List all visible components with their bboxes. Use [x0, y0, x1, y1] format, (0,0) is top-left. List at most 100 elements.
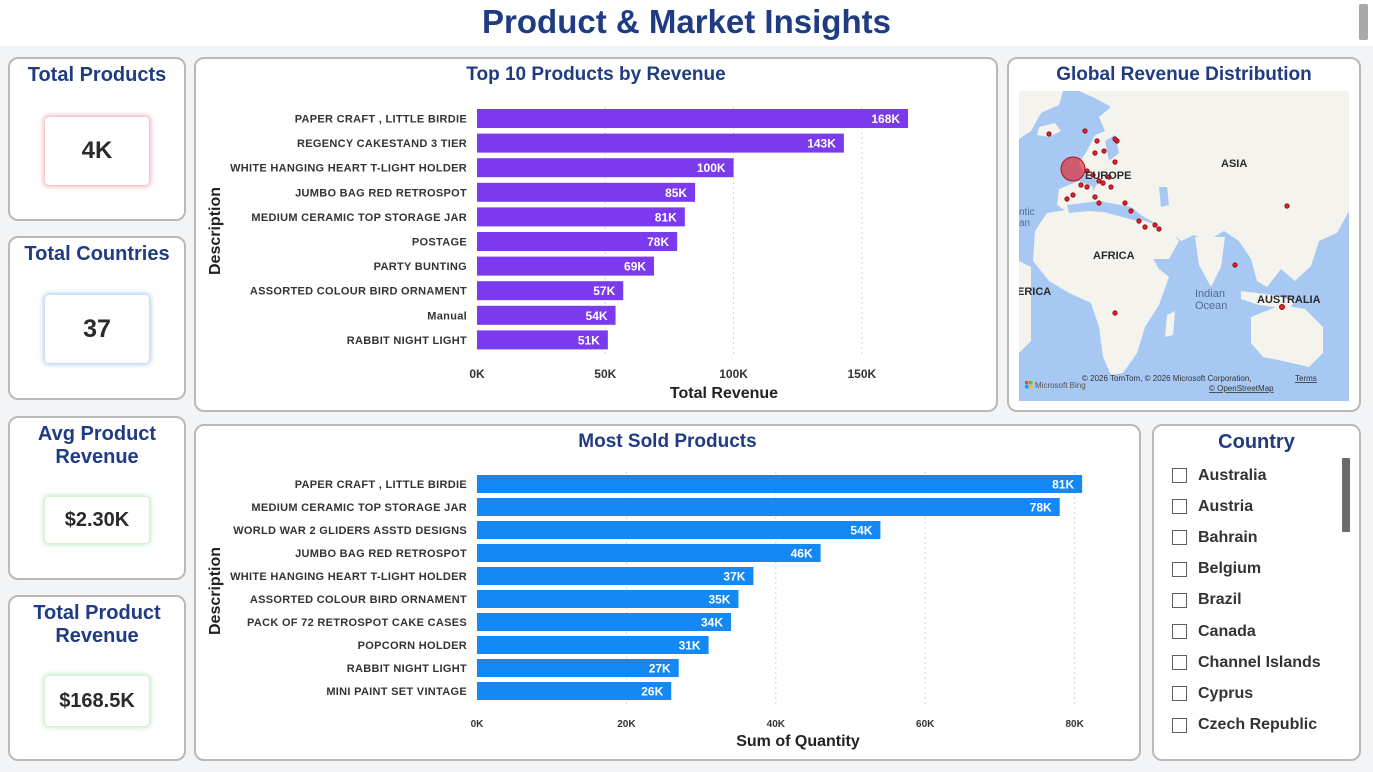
- map-bubble[interactable]: [1122, 200, 1128, 206]
- map-bubble[interactable]: [1278, 303, 1285, 310]
- bar[interactable]: [477, 613, 731, 631]
- bar[interactable]: [477, 521, 881, 539]
- data-label: 54K: [850, 524, 872, 538]
- country-option[interactable]: Brazil: [1172, 585, 1332, 616]
- bar[interactable]: [477, 305, 616, 325]
- country-option[interactable]: Cyprus: [1172, 678, 1332, 709]
- map-bubble[interactable]: [1108, 184, 1114, 190]
- bar[interactable]: [477, 207, 685, 227]
- kpi-value: $168.5K: [59, 689, 135, 712]
- bar[interactable]: [477, 109, 909, 128]
- checkbox[interactable]: [1172, 624, 1187, 640]
- map-terms-link[interactable]: Terms: [1295, 374, 1317, 383]
- checkbox[interactable]: [1172, 655, 1187, 671]
- category-label: WHITE HANGING HEART T-LIGHT HOLDER: [230, 571, 467, 583]
- map-bubble[interactable]: [1112, 159, 1118, 165]
- map-bubble[interactable]: [1096, 178, 1102, 184]
- country-option[interactable]: Australia: [1172, 460, 1332, 491]
- country-slicer-card: Country Australia Austria Bahrain Belgium Br…: [1152, 424, 1361, 761]
- map-bubble[interactable]: [1070, 192, 1076, 198]
- bing-logo: [1025, 381, 1033, 389]
- page-scrollbar[interactable]: [1359, 4, 1368, 40]
- bar[interactable]: [477, 182, 696, 202]
- checkbox[interactable]: [1172, 499, 1187, 515]
- category-label: REGENCY CAKESTAND 3 TIER: [297, 138, 467, 150]
- country-option[interactable]: Bahrain: [1172, 522, 1332, 553]
- x-tick-label: 150K: [848, 367, 877, 381]
- country-option[interactable]: Czech Republic: [1172, 710, 1332, 741]
- map-bubble[interactable]: [1092, 194, 1098, 200]
- map-bubble[interactable]: [1112, 136, 1118, 142]
- data-label: 69K: [624, 260, 646, 274]
- checkbox[interactable]: [1172, 530, 1187, 546]
- x-tick-label: 20K: [617, 719, 636, 730]
- checkbox[interactable]: [1172, 561, 1187, 577]
- map-bubble[interactable]: [1152, 222, 1158, 228]
- map-bubble[interactable]: [1094, 138, 1100, 144]
- country-option[interactable]: Belgium: [1172, 554, 1332, 585]
- revenue-map[interactable]: EUROPE ASIA AFRICA AUSTRALIA ERICA India…: [1019, 91, 1349, 401]
- map-label-indian-ocean-2: Ocean: [1195, 300, 1227, 312]
- country-option[interactable]: Denmark: [1172, 741, 1332, 748]
- kpi-value-box: 4K: [45, 117, 149, 185]
- bar[interactable]: [477, 636, 709, 654]
- slicer-scrollbar[interactable]: [1342, 458, 1350, 532]
- map-bubble[interactable]: [1096, 200, 1102, 206]
- map-bubble[interactable]: [1082, 128, 1088, 134]
- data-label: 31K: [679, 639, 701, 653]
- data-label: 81K: [655, 210, 677, 224]
- bar[interactable]: [477, 498, 1060, 516]
- bar[interactable]: [477, 256, 655, 276]
- kpi-card-total-products: Total Products 4K: [8, 57, 186, 221]
- map-bubble[interactable]: [1101, 148, 1107, 154]
- map-bubble[interactable]: [1078, 182, 1084, 188]
- map-bubble[interactable]: [1084, 168, 1090, 174]
- map-bubble[interactable]: [1136, 218, 1142, 224]
- revenue-chart-card: Top 10 Products by Revenue 0K 50K 100K 150K…: [194, 57, 998, 412]
- country-label: Czech Republic: [1198, 716, 1318, 734]
- bar[interactable]: [477, 682, 672, 700]
- map-bubble[interactable]: [1084, 184, 1090, 190]
- bar[interactable]: [477, 475, 1083, 493]
- bar[interactable]: [477, 281, 624, 301]
- data-label: 26K: [641, 685, 663, 699]
- land-australia: [1251, 305, 1323, 367]
- map-bubble[interactable]: [1142, 224, 1148, 230]
- checkbox[interactable]: [1172, 592, 1187, 608]
- map-bubble[interactable]: [1232, 262, 1238, 268]
- map-bubble[interactable]: [1112, 310, 1118, 316]
- map-bubble[interactable]: [1060, 156, 1086, 182]
- kpi-card-avg-product-revenue: Avg Product Revenue $2.30K: [8, 416, 186, 580]
- map-bubble[interactable]: [1156, 226, 1162, 232]
- map-bubble[interactable]: [1064, 196, 1070, 202]
- bar[interactable]: [477, 567, 754, 585]
- map-bubble[interactable]: [1284, 203, 1290, 209]
- category-label: RABBIT NIGHT LIGHT: [347, 663, 467, 675]
- country-option[interactable]: Channel Islands: [1172, 647, 1332, 678]
- data-label: 37K: [723, 570, 745, 584]
- data-label: 143K: [807, 137, 836, 151]
- country-option[interactable]: Austria: [1172, 491, 1332, 522]
- bar[interactable]: [477, 158, 734, 178]
- checkbox[interactable]: [1172, 717, 1187, 733]
- bar[interactable]: [477, 659, 679, 677]
- category-label: WORLD WAR 2 GLIDERS ASSTD DESIGNS: [233, 525, 467, 537]
- map-bubble[interactable]: [1092, 150, 1098, 156]
- map-bubble[interactable]: [1106, 174, 1112, 180]
- checkbox[interactable]: [1172, 468, 1187, 484]
- bar[interactable]: [477, 330, 608, 350]
- map-osm-link[interactable]: © OpenStreetMap: [1209, 384, 1274, 393]
- country-option[interactable]: Canada: [1172, 616, 1332, 647]
- bar[interactable]: [477, 133, 844, 153]
- x-tick-label: 0K: [471, 719, 485, 730]
- bar[interactable]: [477, 232, 678, 251]
- map-bubble[interactable]: [1128, 208, 1134, 214]
- checkbox[interactable]: [1172, 686, 1187, 702]
- map-bubble[interactable]: [1100, 180, 1106, 186]
- map-bubble[interactable]: [1090, 172, 1096, 178]
- map-bubble[interactable]: [1046, 131, 1052, 137]
- bar[interactable]: [477, 590, 739, 608]
- bar[interactable]: [477, 544, 821, 562]
- kpi-label: Total Product Revenue: [33, 602, 161, 647]
- kpi-value: 4K: [81, 137, 113, 164]
